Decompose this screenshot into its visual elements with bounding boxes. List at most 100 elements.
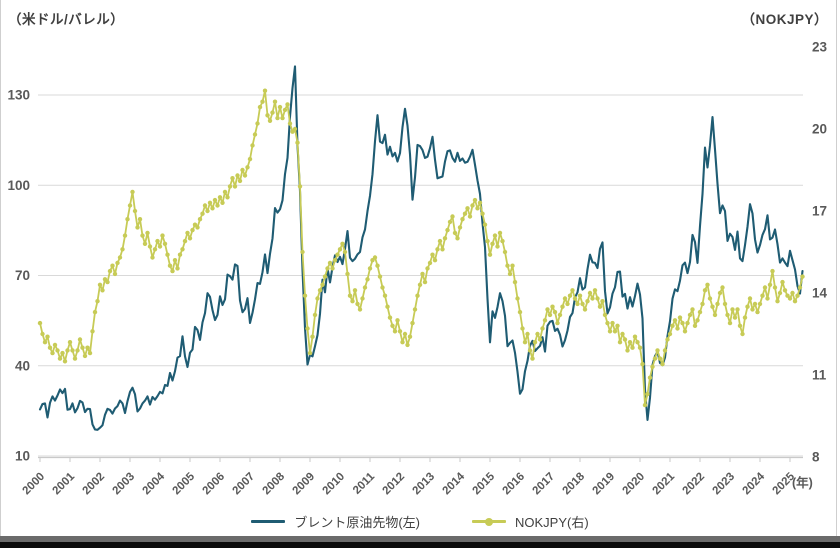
- x-axis-year-label: 2006: [201, 471, 228, 498]
- nokjpy-marker: [465, 206, 470, 211]
- nokjpy-marker: [327, 260, 333, 266]
- nokjpy-marker: [572, 296, 578, 301]
- nokjpy-marker: [415, 293, 420, 298]
- nokjpy-marker: [175, 266, 180, 271]
- nokjpy-marker: [530, 356, 535, 361]
- nokjpy-marker: [700, 301, 705, 307]
- left-axis-title: （米ドル/バレル）: [8, 12, 125, 27]
- nokjpy-marker: [155, 238, 160, 244]
- brent-line: [38, 65, 804, 431]
- nokjpy-marker: [360, 296, 365, 301]
- nokjpy-marker: [627, 340, 633, 345]
- nokjpy-marker: [735, 307, 740, 312]
- x-axis-year-label: 2022: [681, 471, 708, 498]
- nokjpy-marker: [252, 132, 258, 137]
- nokjpy-marker: [660, 361, 665, 367]
- nokjpy-marker: [792, 299, 798, 304]
- nokjpy-marker: [765, 296, 770, 301]
- nokjpy-marker: [540, 326, 545, 331]
- nokjpy-marker: [480, 211, 485, 216]
- nokjpy-marker: [307, 350, 313, 356]
- nokjpy-marker: [707, 296, 713, 301]
- nokjpy-marker: [575, 301, 580, 307]
- nokjpy-marker: [305, 326, 310, 331]
- nokjpy-marker: [595, 296, 600, 301]
- nokjpy-marker: [757, 301, 763, 307]
- nokjpy-marker: [292, 126, 298, 132]
- nokjpy-marker: [472, 197, 478, 203]
- x-axis-year-label: 2014: [441, 470, 468, 497]
- nokjpy-marker: [670, 323, 675, 328]
- x-axis-year-label: 2013: [411, 471, 438, 498]
- nokjpy-marker: [490, 241, 495, 246]
- nokjpy-marker: [302, 293, 308, 298]
- nokjpy-marker: [715, 301, 720, 307]
- nokjpy-marker: [542, 318, 548, 323]
- nokjpy-marker: [775, 299, 780, 304]
- nokjpy-marker: [515, 296, 520, 301]
- nokjpy-marker: [277, 104, 283, 110]
- nokjpy-marker: [362, 285, 368, 290]
- nokjpy-marker: [785, 293, 790, 298]
- nokjpy-marker: [45, 334, 50, 339]
- nokjpy-marker: [625, 348, 630, 353]
- nokjpy-marker: [52, 342, 58, 348]
- nokjpy-marker: [577, 293, 583, 298]
- nokjpy-marker: [615, 323, 620, 328]
- nokjpy-marker: [622, 337, 628, 342]
- nokjpy-marker: [455, 236, 460, 241]
- nokjpy-marker: [470, 203, 475, 208]
- nokjpy-marker: [605, 320, 610, 326]
- nokjpy-marker: [310, 334, 315, 339]
- nokjpy-marker: [437, 238, 443, 244]
- nokjpy-marker: [460, 217, 465, 222]
- nokjpy-marker: [37, 320, 43, 326]
- right-axis-title: （NOKJPY）: [741, 12, 828, 27]
- nokjpy-marker: [250, 143, 255, 148]
- x-axis-year-label: 2007: [231, 471, 258, 498]
- nokjpy-marker: [527, 348, 533, 353]
- nokjpy-marker: [200, 211, 205, 216]
- nokjpy-marker: [495, 244, 500, 249]
- nokjpy-marker: [87, 350, 93, 356]
- nokjpy-marker: [507, 271, 513, 277]
- nokjpy-marker: [257, 104, 263, 110]
- nokjpy-marker: [140, 233, 145, 238]
- nokjpy-marker: [247, 156, 253, 162]
- nokjpy-marker: [685, 320, 690, 326]
- nokjpy-marker: [602, 312, 608, 318]
- nokjpy-marker: [645, 391, 650, 397]
- nokjpy-marker: [770, 268, 775, 274]
- nokjpy-marker: [517, 309, 523, 315]
- nokjpy-marker: [262, 88, 268, 93]
- x-axis-year-label: 2015: [471, 470, 498, 497]
- nokjpy-marker: [745, 304, 750, 309]
- nokjpy-marker: [90, 329, 95, 334]
- x-axis-year-label: 2017: [531, 471, 558, 498]
- brent-line-swatch: [251, 520, 286, 523]
- nokjpy-marker: [565, 301, 570, 307]
- nokjpy-marker: [432, 258, 438, 263]
- nokjpy-marker: [752, 301, 758, 307]
- nokjpy-marker: [325, 266, 330, 271]
- nokjpy-marker: [637, 345, 643, 350]
- nokjpy-marker: [402, 331, 408, 337]
- nokjpy-marker: [47, 345, 53, 350]
- nokjpy-marker: [275, 115, 280, 121]
- nokjpy-marker: [62, 359, 68, 364]
- nokjpy-marker: [187, 236, 193, 241]
- nokjpy-marker: [737, 323, 743, 328]
- x-axis-year-label: 2002: [81, 471, 108, 498]
- nokjpy-marker: [647, 375, 653, 380]
- left-axis-tick-label: 40: [15, 358, 30, 373]
- nokjpy-marker: [562, 296, 568, 301]
- nokjpy-marker: [342, 249, 348, 255]
- right-axis-tick-label: 14: [812, 286, 828, 301]
- nokjpy-marker: [485, 238, 490, 244]
- nokjpy-marker: [107, 268, 113, 274]
- nokjpy-marker: [322, 274, 328, 279]
- nokjpy-marker: [270, 110, 275, 115]
- x-axis-year-label: 2009: [291, 471, 318, 498]
- nokjpy-marker: [610, 320, 615, 326]
